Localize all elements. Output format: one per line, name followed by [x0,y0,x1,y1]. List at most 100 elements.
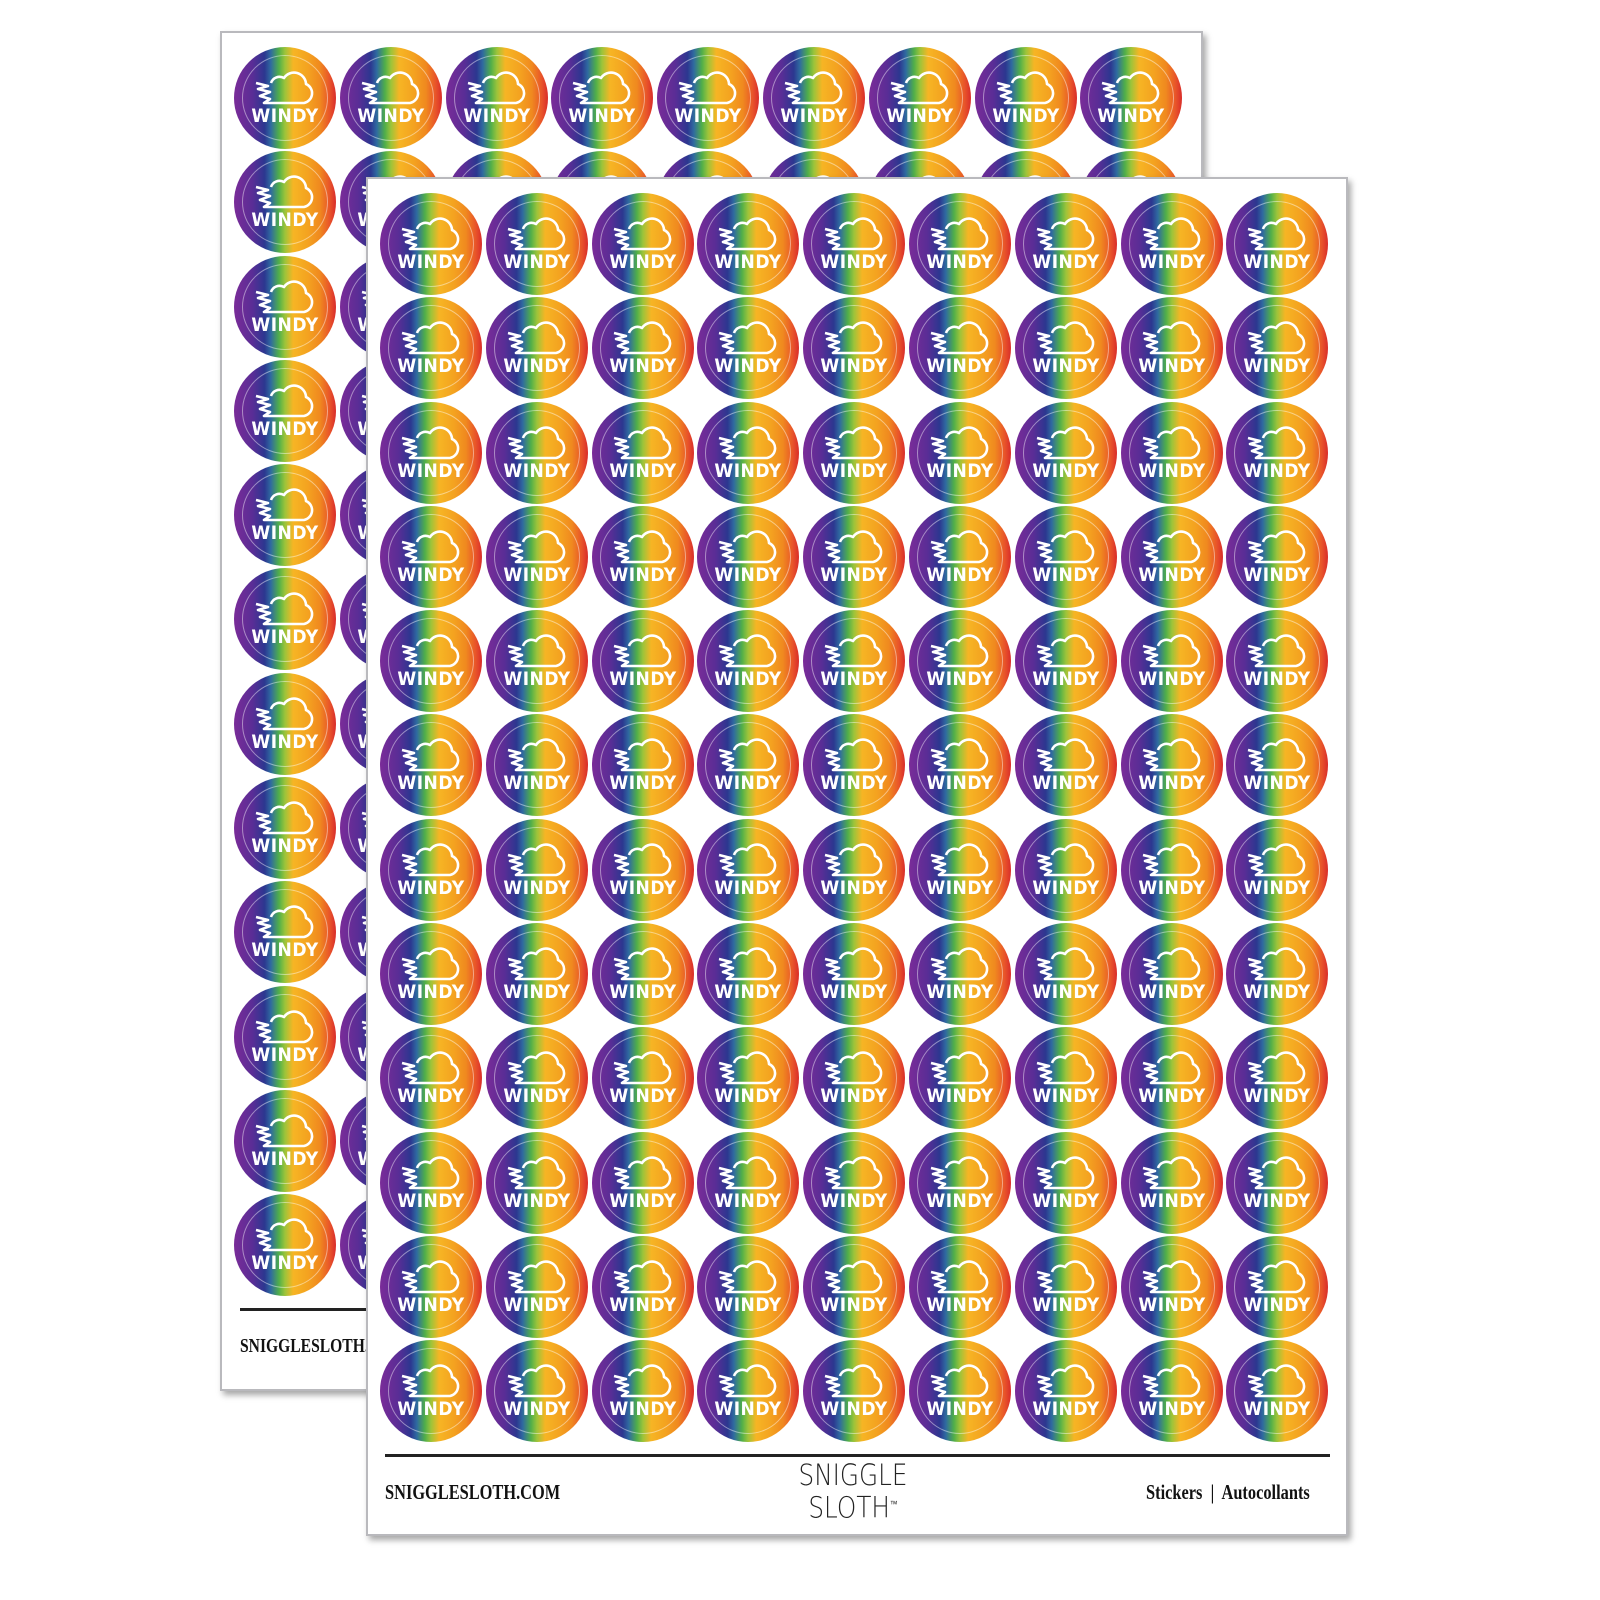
sticker-label: WINDY [397,563,465,586]
sticker-label: WINDY [609,1085,677,1108]
windy-sticker: WINDY [803,610,906,713]
wind-cloud-icon [1036,1364,1095,1398]
sticker-ring [388,618,474,705]
windy-sticker: WINDY [551,47,654,149]
wind-cloud-icon [930,530,989,564]
sticker-label: WINDY [1243,1085,1311,1108]
wind-cloud-icon [507,1051,566,1085]
wind-cloud-icon [507,425,566,459]
wind-cloud-icon [1036,321,1095,355]
windy-sticker: WINDY [234,1089,336,1192]
windy-sticker: WINDY [445,47,548,149]
sticker-ring [916,305,1003,392]
sticker-label: WINDY [992,105,1060,127]
wind-cloud-icon [401,843,460,877]
sticker-ring [811,513,898,600]
footer-divider [240,1308,440,1311]
front-sticker-sheet: WINDY WINDY WINDY WINDY WINDY WINDY [366,177,1348,1536]
windy-sticker: WINDY [1226,1235,1329,1338]
logo-line1: SNIGGLE [798,1458,908,1492]
windy-sticker: WINDY [1226,714,1329,817]
wind-cloud-icon [467,71,525,105]
sticker-label: WINDY [1032,1293,1100,1316]
sticker-ring [493,201,580,287]
windy-sticker: WINDY [803,1340,906,1443]
wind-cloud-icon [1036,1260,1095,1294]
wind-cloud-icon [824,1051,883,1085]
sticker-label: WINDY [503,1293,571,1316]
sticker-label: WINDY [1243,355,1311,378]
windy-sticker: WINDY [1014,610,1117,713]
sticker-ring [982,55,1069,141]
sticker-ring [599,1348,686,1435]
windy-sticker: WINDY [1014,1340,1117,1443]
windy-sticker: WINDY [591,714,694,817]
sticker-label: WINDY [251,105,319,127]
wind-cloud-icon [824,321,883,355]
sticker-label: WINDY [1243,876,1311,899]
wind-cloud-icon [255,697,314,731]
wind-cloud-icon [719,1364,777,1398]
sticker-ring [493,1348,580,1435]
sticker-label: WINDY [397,668,465,691]
sticker-ring [1128,409,1215,496]
sticker-label: WINDY [503,981,571,1004]
sticker-ring [388,409,474,496]
sticker-ring [811,722,898,809]
wind-cloud-icon [401,1156,460,1189]
windy-sticker: WINDY [1014,193,1117,295]
sticker-ring [1234,931,1321,1018]
sticker-ring [242,159,328,246]
wind-cloud-icon [613,1156,671,1189]
sticker-label: WINDY [926,1293,994,1316]
sticker-label: WINDY [1138,459,1206,482]
windy-sticker: WINDY [762,47,865,149]
windy-sticker: WINDY [591,1131,694,1234]
windy-sticker: WINDY [908,923,1011,1026]
sticker-label: WINDY [397,981,465,1004]
windy-sticker: WINDY [697,610,800,713]
sticker-ring [388,513,474,600]
sticker-ring [1128,513,1215,600]
sticker-label: WINDY [251,1252,319,1275]
wind-cloud-icon [573,71,631,105]
sticker-label: WINDY [1032,355,1100,378]
wind-cloud-icon [613,425,671,459]
windy-sticker: WINDY [697,923,800,1026]
sticker-label: WINDY [609,772,677,795]
wind-cloud-icon [930,1260,989,1294]
wind-cloud-icon [719,217,777,251]
wind-cloud-icon [507,947,566,981]
wind-cloud-icon [255,1218,314,1252]
sticker-ring [811,1035,898,1122]
windy-sticker: WINDY [380,1027,482,1130]
sticker-ring [916,826,1003,913]
sticker-label: WINDY [251,1147,319,1170]
sticker-ring [1022,409,1109,496]
sticker-label: WINDY [820,1398,888,1421]
sticker-ring [665,55,752,141]
wind-cloud-icon [719,738,777,772]
wind-cloud-icon [1142,738,1200,772]
wind-cloud-icon [1036,947,1095,981]
sticker-label: WINDY [251,313,319,336]
windy-sticker: WINDY [803,818,906,921]
sticker-label: WINDY [1032,772,1100,795]
wind-cloud-icon [507,1260,566,1294]
sticker-label: WINDY [1243,459,1311,482]
sticker-label: WINDY [926,668,994,691]
wind-cloud-icon [930,425,989,459]
wind-cloud-icon [1248,738,1306,772]
sticker-ring [493,1139,580,1226]
windy-sticker: WINDY [485,193,588,295]
sticker-ring [242,55,328,141]
windy-sticker: WINDY [908,401,1011,504]
sticker-ring [1022,826,1109,913]
wind-cloud-icon [1036,634,1095,668]
windy-sticker: WINDY [908,505,1011,608]
sticker-label: WINDY [674,105,742,127]
wind-cloud-icon [507,530,566,564]
sticker-ring [493,722,580,809]
sticker-label: WINDY [1138,668,1206,691]
sticker-ring [705,931,792,1018]
